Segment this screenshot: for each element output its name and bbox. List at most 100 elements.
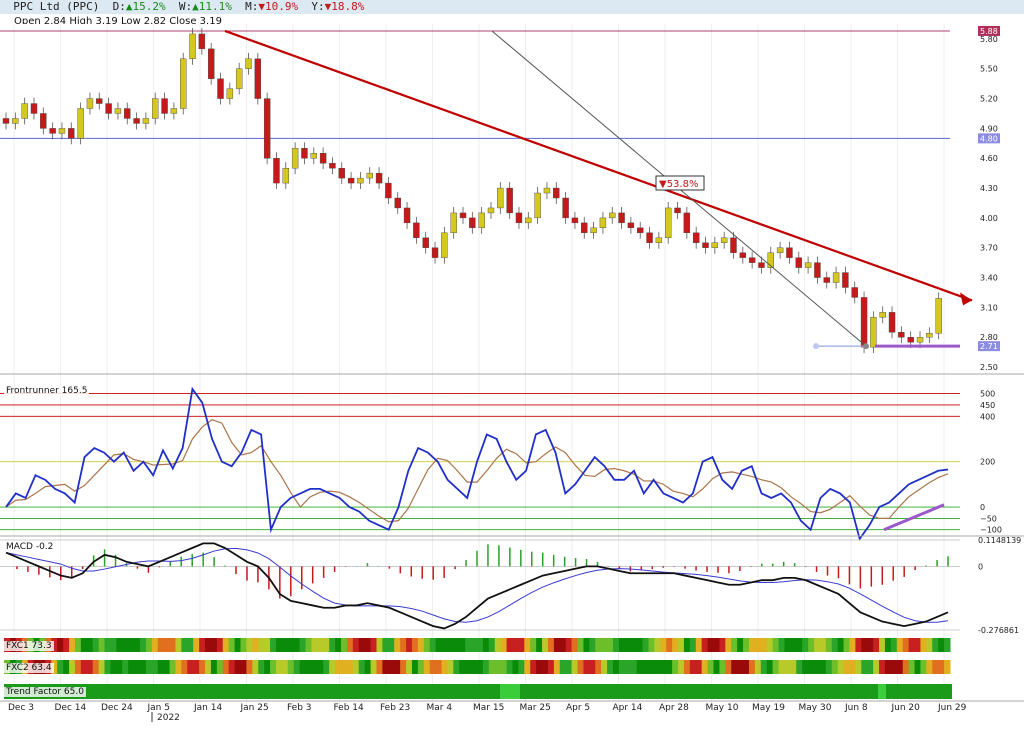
fxc2-cell — [400, 660, 407, 674]
fxc1-label: FXC1 73.3 — [4, 641, 54, 651]
fxc2-cell — [861, 660, 868, 674]
fxc2-cell — [938, 660, 945, 674]
fxc1-cell — [636, 638, 644, 652]
fxc1-cell — [601, 638, 608, 652]
candle — [916, 337, 924, 343]
fxc1-cell — [825, 638, 833, 652]
candle — [254, 58, 262, 99]
fxc1-cell — [128, 638, 135, 652]
fxc2-cell — [518, 660, 525, 674]
fxc2-cell — [595, 660, 602, 674]
candle — [347, 177, 355, 184]
fxc1-cell — [181, 638, 188, 652]
m-value: ▼10.9% — [258, 0, 299, 13]
fxc1-cell — [388, 638, 395, 652]
fxc2-cell — [553, 660, 561, 674]
frontrunner-tick: −50 — [980, 514, 997, 523]
price-tag-bg — [978, 341, 1000, 352]
candle — [637, 227, 644, 233]
candle — [450, 212, 457, 234]
candle — [758, 262, 765, 268]
fxc2-cell — [754, 660, 762, 674]
fxc2-cell — [370, 660, 377, 674]
fxc2-cell — [932, 660, 939, 674]
measure-point — [863, 343, 869, 350]
fxc1-cell — [145, 638, 153, 652]
fxc2-cell — [98, 660, 106, 674]
trend-arrow-head — [960, 292, 972, 306]
fxc1-cell — [802, 638, 809, 652]
fxc2-cell — [719, 660, 726, 674]
price-axis-tick: 5.88 — [980, 27, 998, 36]
fxc1-cell — [612, 638, 620, 652]
price-axis-tick: 4.90 — [980, 124, 998, 133]
fxc2-cell — [914, 660, 921, 674]
fxc1-cell — [666, 638, 673, 652]
fxc1-cell — [565, 638, 573, 652]
fxc1-cell — [323, 638, 330, 652]
frontrunner-tick: 200 — [980, 458, 995, 467]
fxc1-cell — [335, 638, 342, 652]
frontrunner-tick: 450 — [980, 401, 995, 410]
candle — [263, 98, 271, 159]
fxc2-cell — [181, 660, 188, 674]
fxc2-cell — [530, 660, 537, 674]
fxc2-cell — [725, 660, 732, 674]
fxc2-cell — [69, 660, 76, 674]
fxc2-cell — [559, 660, 567, 674]
x-axis-label: Mar 25 — [520, 703, 551, 713]
d-value: ▲15.2% — [125, 0, 166, 13]
fxc2-cell — [335, 660, 342, 674]
fxc1-cell — [512, 638, 519, 652]
candle — [124, 108, 131, 119]
candle — [860, 297, 868, 348]
fxc1-cell — [477, 638, 484, 652]
fxc2-cell — [358, 660, 366, 674]
candle — [170, 108, 178, 114]
fxc2-cell — [270, 660, 277, 674]
candle — [553, 187, 560, 199]
fxc1-cell — [151, 638, 159, 652]
candle — [627, 222, 635, 229]
fxc2-cell — [843, 660, 850, 674]
w-value: ▲11.1% — [192, 0, 232, 13]
candle — [525, 217, 532, 224]
fxc2-cell — [205, 660, 212, 674]
fxc1-cell — [281, 638, 289, 652]
fxc1-cell — [216, 638, 224, 652]
fxc2-cell — [346, 660, 354, 674]
fxc2-cell — [281, 660, 289, 674]
fxc1-cell — [453, 638, 460, 652]
fxc2-cell — [506, 660, 513, 674]
fxc2-cell — [766, 660, 774, 674]
fxc1-cell — [163, 638, 171, 652]
fxc1-cell — [98, 638, 106, 652]
candle — [245, 58, 252, 69]
fxc2-cell — [63, 660, 70, 674]
fxc2-cell — [601, 660, 608, 674]
fxc1-cell — [429, 638, 437, 652]
fxc1-cell — [222, 638, 230, 652]
fxc1-cell — [737, 638, 744, 652]
trend-factor-segment — [500, 684, 520, 699]
fxc1-cell — [329, 638, 336, 652]
fxc1-cell — [92, 638, 100, 652]
price-axis-tick: 4.30 — [980, 184, 998, 193]
fxc2-cell — [583, 660, 590, 674]
candle — [114, 108, 122, 114]
candle — [319, 153, 327, 164]
x-axis-label: Dec 3 — [8, 703, 34, 713]
y-value: ▼18.8% — [324, 0, 365, 13]
fxc2-cell — [648, 660, 655, 674]
candle — [720, 237, 728, 243]
price-axis-tick: 4.80 — [980, 134, 998, 143]
fxc1-cell — [293, 638, 301, 652]
fxc1-cell — [199, 638, 206, 652]
fxc2-cell — [187, 660, 194, 674]
candle — [329, 162, 336, 169]
fxc1-cell — [382, 638, 389, 652]
candle — [422, 237, 429, 248]
price-axis-tick: 3.70 — [980, 244, 998, 253]
fxc2-cell — [429, 660, 437, 674]
